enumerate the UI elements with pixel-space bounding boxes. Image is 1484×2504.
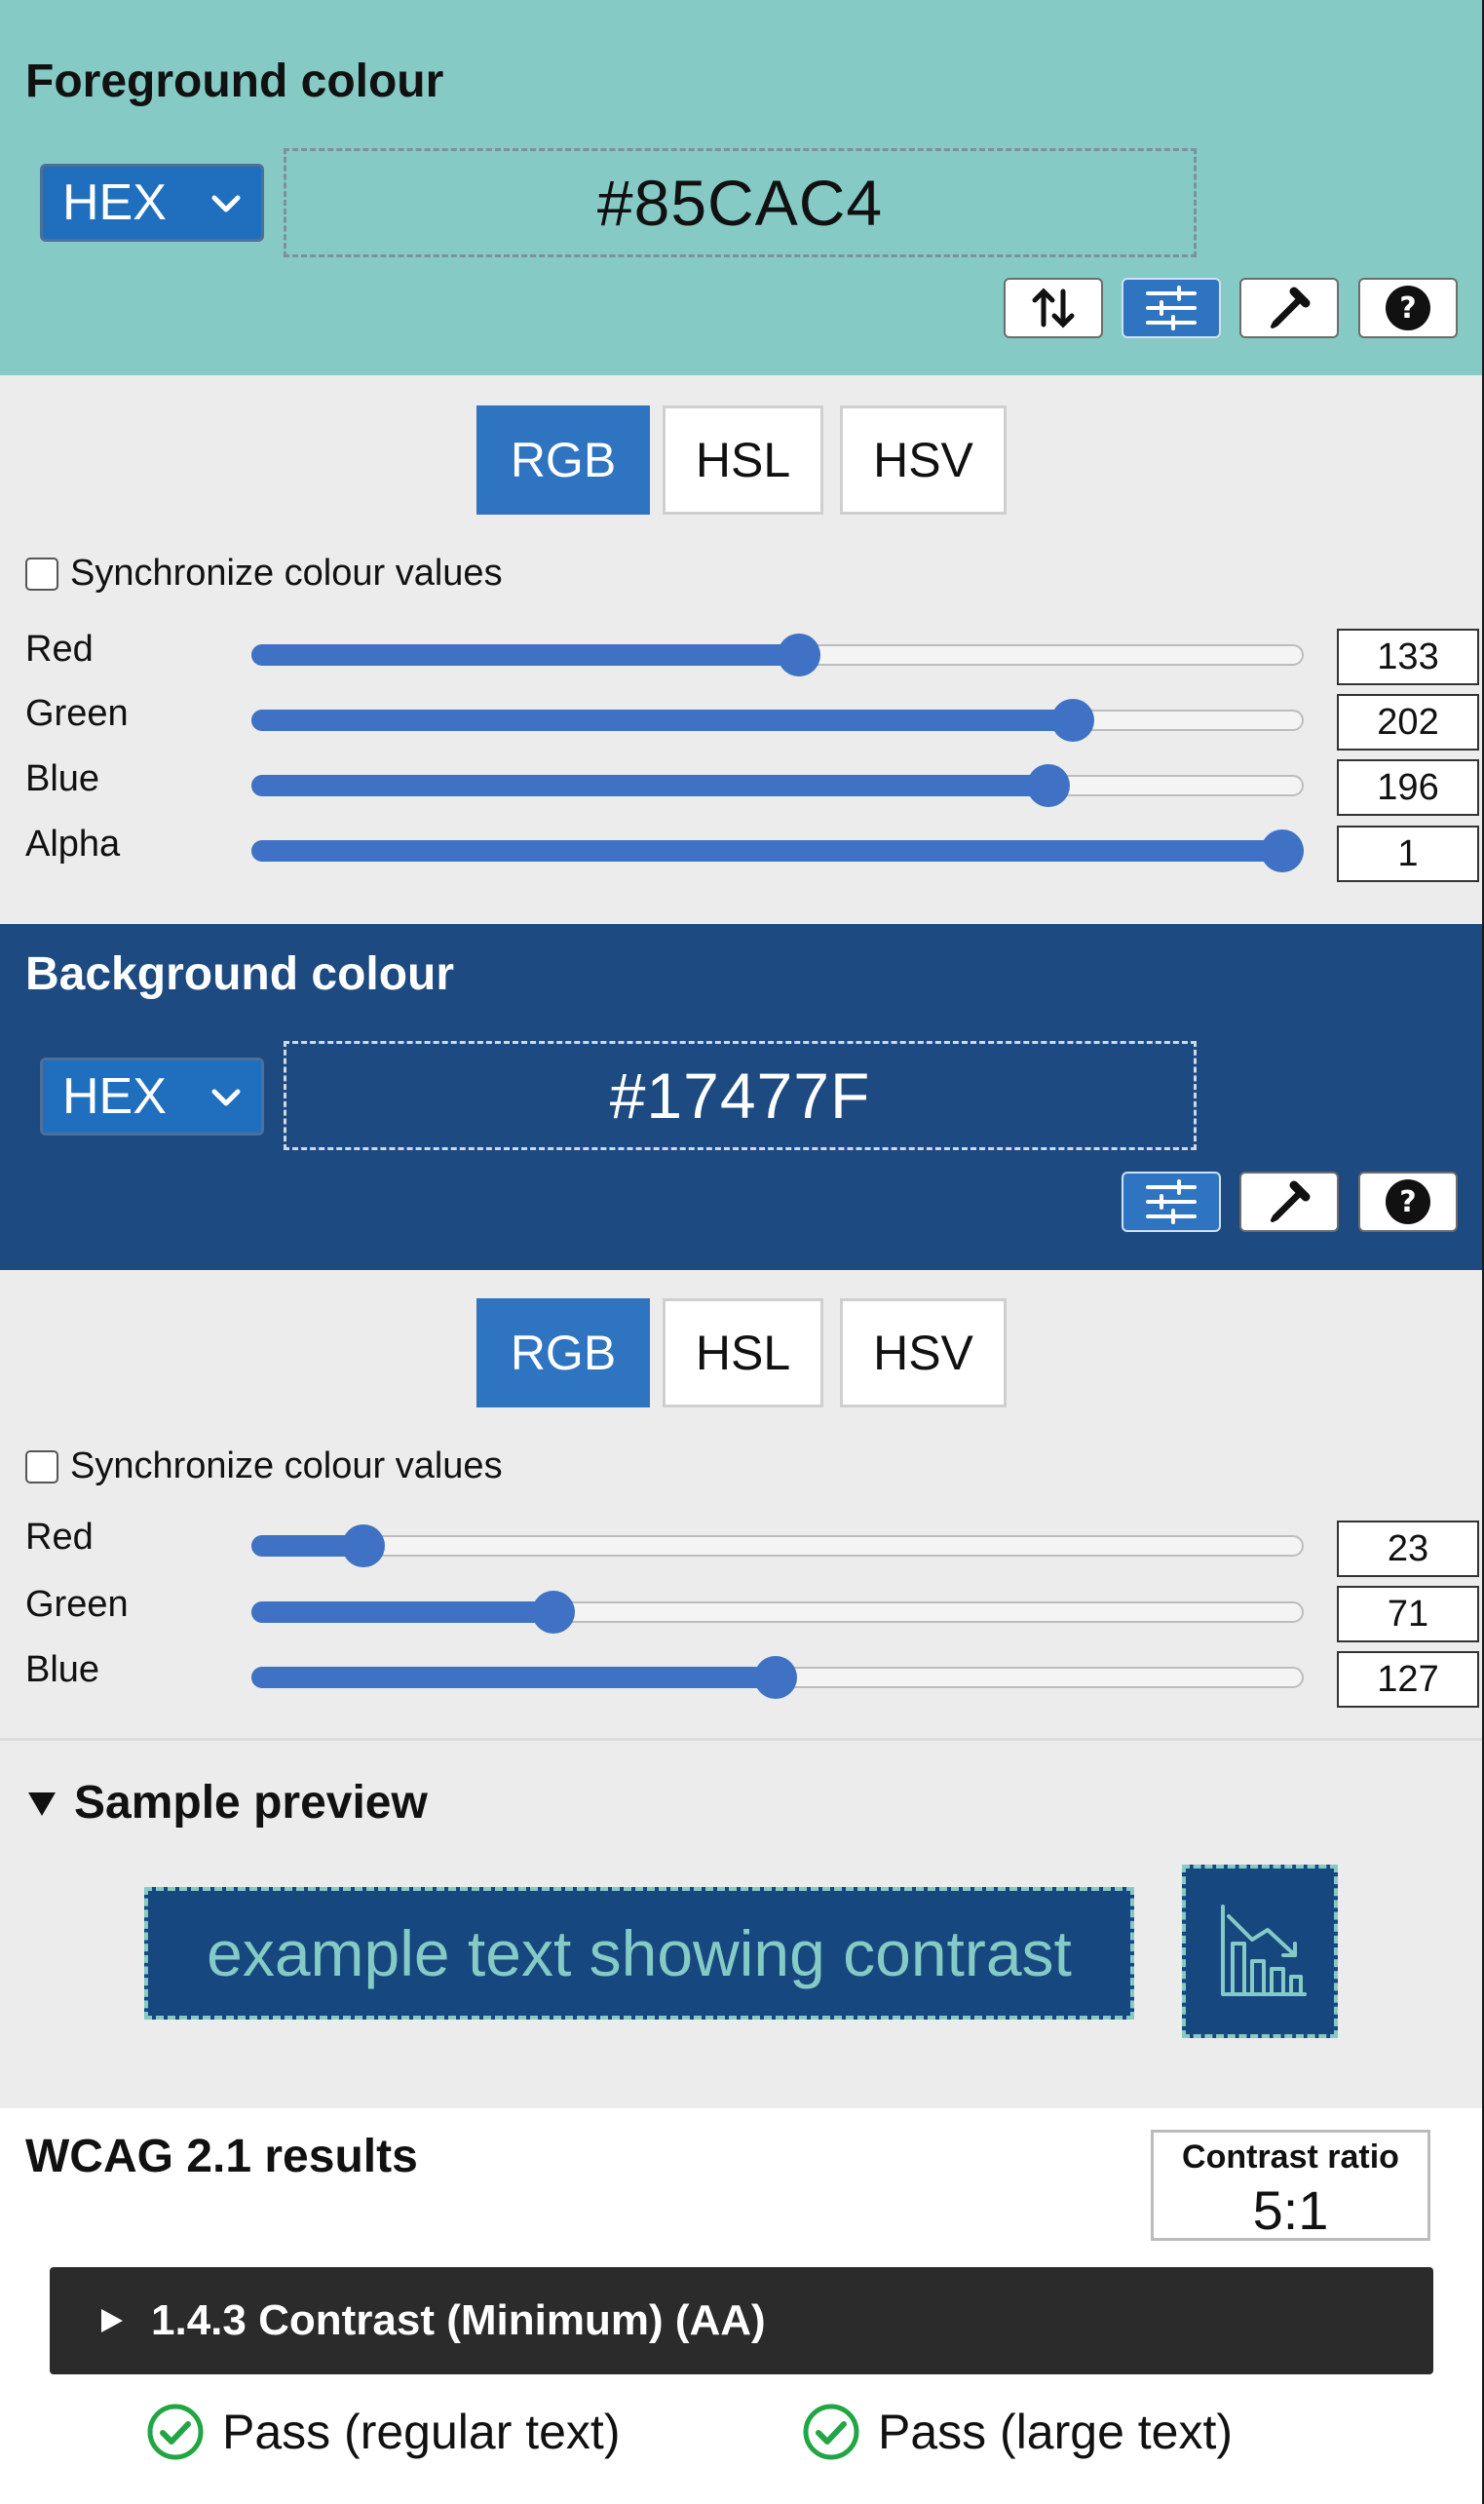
foreground-header: Foreground colour HEX #85CAC4 ?	[0, 0, 1484, 375]
pass-large-text: Pass (large text)	[878, 2405, 1234, 2459]
foreground-green-label: Green	[25, 693, 129, 734]
slider-fill	[251, 1667, 776, 1688]
sample-preview-text: example text showing contrast	[144, 1887, 1134, 2020]
sync-label: Synchronize colour values	[70, 1445, 503, 1486]
slider-fill	[251, 710, 1073, 731]
background-header: Background colour HEX #17477F ?	[0, 924, 1484, 1270]
foreground-sliders-button[interactable]	[1122, 278, 1221, 338]
background-sync-checkbox[interactable]	[25, 1449, 58, 1483]
background-blue-label: Blue	[25, 1649, 100, 1690]
background-sync-row[interactable]: Synchronize colour values	[25, 1445, 503, 1487]
results-title: WCAG 2.1 results	[25, 2131, 418, 2182]
slider-thumb[interactable]	[778, 634, 821, 676]
background-help-button[interactable]: ?	[1358, 1172, 1458, 1232]
caret-down-icon	[28, 1791, 56, 1816]
sample-preview-toggle[interactable]: Sample preview	[25, 1776, 428, 1830]
foreground-blue-slider[interactable]	[251, 764, 1304, 807]
background-format-select[interactable]: HEX	[40, 1058, 264, 1136]
foreground-green-value[interactable]: 202	[1337, 694, 1479, 751]
criterion-title: 1.4.3 Contrast (Minimum) (AA)	[151, 2296, 766, 2344]
sync-label: Synchronize colour values	[70, 553, 503, 594]
foreground-hex-input[interactable]: #85CAC4	[284, 148, 1197, 257]
sliders-icon	[1146, 1179, 1197, 1224]
slider-thumb[interactable]	[753, 1656, 797, 1699]
window-edge	[1482, 0, 1484, 2504]
slider-thumb[interactable]	[1050, 699, 1094, 742]
eyedropper-icon	[1271, 1180, 1311, 1222]
sliders-icon	[1146, 286, 1197, 330]
background-sliders-button[interactable]	[1122, 1172, 1221, 1232]
slider-thumb[interactable]	[342, 1524, 386, 1567]
slider-fill	[251, 775, 1049, 796]
pass-regular: Pass (regular text)	[146, 2403, 620, 2461]
pass-large: Pass (large text)	[802, 2403, 1233, 2461]
check-circle-icon	[803, 2404, 859, 2460]
slider-thumb[interactable]	[1027, 764, 1071, 807]
svg-text:?: ?	[1399, 291, 1416, 326]
background-blue-value[interactable]: 127	[1337, 1651, 1479, 1708]
slider-fill	[251, 644, 800, 666]
foreground-green-slider[interactable]	[251, 699, 1304, 742]
foreground-title: Foreground colour	[25, 56, 444, 107]
background-hex-input[interactable]: #17477F	[284, 1041, 1197, 1150]
format-value: HEX	[62, 174, 167, 231]
sample-preview-title: Sample preview	[74, 1777, 428, 1829]
criterion-accordion[interactable]: 1.4.3 Contrast (Minimum) (AA)	[50, 2267, 1433, 2374]
background-tab-hsv[interactable]: HSV	[840, 1298, 1007, 1407]
foreground-red-value[interactable]: 133	[1337, 629, 1479, 685]
foreground-help-button[interactable]: ?	[1358, 278, 1458, 338]
background-tab-rgb[interactable]: RGB	[476, 1298, 650, 1407]
foreground-panel: RGB HSL HSV Synchronize colour values Re…	[0, 375, 1484, 924]
background-blue-slider[interactable]	[251, 1656, 1304, 1699]
background-panel: RGB HSL HSV Synchronize colour values Re…	[0, 1270, 1484, 1738]
sample-preview-icon-box	[1182, 1865, 1338, 2038]
help-icon: ?	[1386, 1179, 1430, 1224]
foreground-alpha-slider[interactable]	[251, 829, 1304, 872]
foreground-format-select[interactable]: HEX	[40, 164, 264, 242]
check-circle-icon	[147, 2404, 204, 2460]
contrast-ratio-box: Contrast ratio 5:1	[1151, 2130, 1430, 2241]
background-tab-hsl[interactable]: HSL	[663, 1298, 823, 1407]
background-green-value[interactable]: 71	[1337, 1586, 1479, 1642]
foreground-eyedropper-button[interactable]	[1239, 278, 1339, 338]
slider-fill	[251, 840, 1282, 862]
slider-thumb[interactable]	[532, 1591, 576, 1634]
background-red-value[interactable]: 23	[1337, 1521, 1479, 1577]
chevron-down-icon	[211, 195, 241, 212]
foreground-red-label: Red	[25, 629, 94, 670]
slider-fill	[251, 1601, 554, 1623]
foreground-tab-rgb[interactable]: RGB	[476, 405, 650, 515]
swap-colours-button[interactable]	[1004, 278, 1103, 338]
foreground-red-slider[interactable]	[251, 634, 1304, 676]
svg-text:?: ?	[1399, 1185, 1416, 1219]
foreground-sync-row[interactable]: Synchronize colour values	[25, 553, 503, 595]
chevron-down-icon	[211, 1089, 241, 1106]
background-title: Background colour	[25, 948, 455, 1000]
help-icon: ?	[1386, 286, 1430, 330]
foreground-tab-hsl[interactable]: HSL	[663, 405, 823, 515]
foreground-alpha-label: Alpha	[25, 824, 121, 865]
slider-thumb[interactable]	[1261, 829, 1304, 872]
contrast-ratio-value: 5:1	[1252, 2179, 1329, 2241]
caret-right-icon	[101, 2309, 123, 2332]
background-red-label: Red	[25, 1517, 94, 1558]
foreground-alpha-value[interactable]: 1	[1337, 826, 1479, 882]
foreground-blue-label: Blue	[25, 758, 100, 799]
foreground-blue-value[interactable]: 196	[1337, 759, 1479, 816]
eyedropper-icon	[1271, 287, 1311, 328]
foreground-tab-hsv[interactable]: HSV	[840, 405, 1007, 515]
contrast-ratio-label: Contrast ratio	[1182, 2138, 1399, 2176]
chart-down-icon	[1221, 1905, 1307, 1996]
swap-icon	[1032, 288, 1075, 328]
background-red-slider[interactable]	[251, 1524, 1304, 1567]
pass-regular-text: Pass (regular text)	[222, 2405, 621, 2459]
foreground-sync-checkbox[interactable]	[25, 557, 58, 591]
background-eyedropper-button[interactable]	[1239, 1172, 1339, 1232]
background-green-slider[interactable]	[251, 1591, 1304, 1634]
background-green-label: Green	[25, 1584, 129, 1625]
format-value: HEX	[62, 1068, 167, 1125]
slider-fill	[251, 1535, 364, 1557]
